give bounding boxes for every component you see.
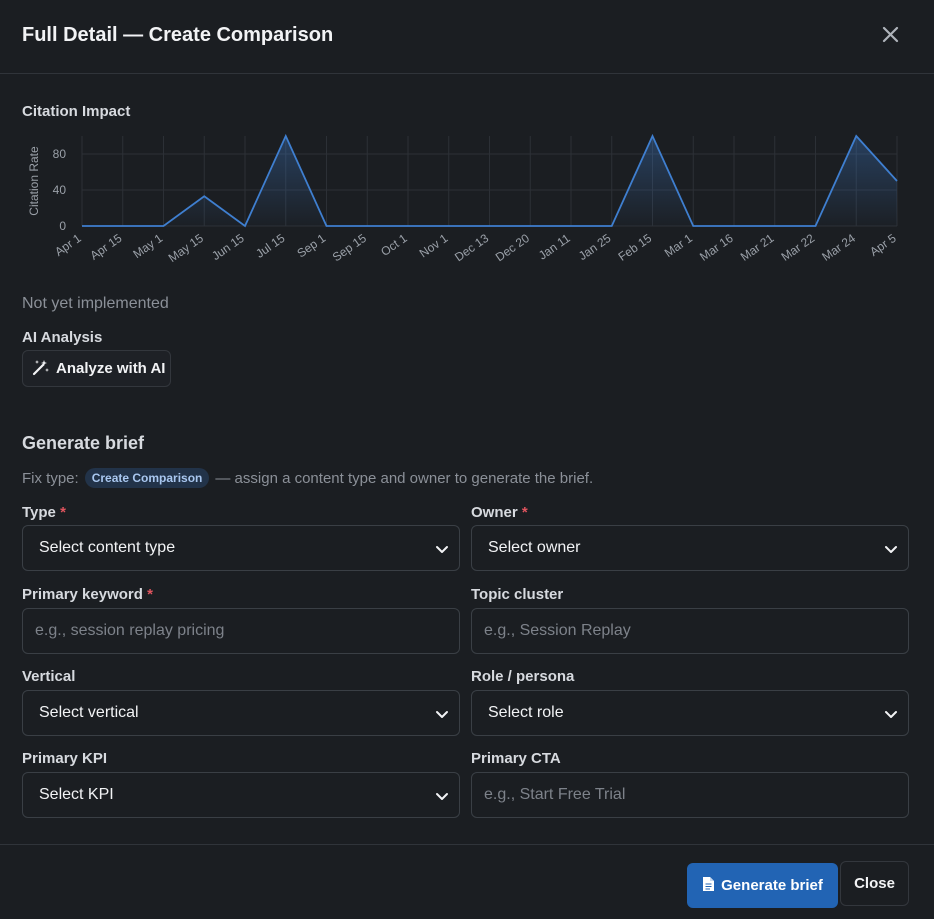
owner-select[interactable]: Select owner xyxy=(471,525,909,571)
y-tick-label: 0 xyxy=(59,219,66,233)
owner-label: Owner * xyxy=(471,504,528,521)
citation-chart: 0 40 80 Citation Rate Apr 1 Apr 15 May 1 May 15… xyxy=(22,124,912,284)
x-tick-label: Jan 11 xyxy=(536,231,573,263)
close-button[interactable]: Close xyxy=(840,861,909,906)
role-select-value: Select role xyxy=(488,704,564,721)
close-icon[interactable] xyxy=(878,22,904,48)
primary-kpi-select-value: Select KPI xyxy=(39,786,114,803)
chevron-down-icon xyxy=(436,711,448,718)
fix-type-prefix: Fix type: xyxy=(22,469,79,487)
vertical-label: Vertical xyxy=(22,668,76,685)
generate-brief-label: Generate brief xyxy=(721,877,823,894)
owner-select-value: Select owner xyxy=(488,539,581,556)
owner-label-text: Owner xyxy=(471,504,518,521)
x-tick-label: Sep 15 xyxy=(330,231,369,264)
dialog-title: Full Detail — Create Comparison xyxy=(22,24,334,46)
role-persona-label: Role / persona xyxy=(471,668,575,685)
x-tick-label: Oct 1 xyxy=(378,231,410,259)
y-axis-label: Citation Rate xyxy=(27,146,41,216)
type-label-text: Type xyxy=(22,504,56,521)
analyze-with-ai-label: Analyze with AI xyxy=(56,360,166,377)
primary-cta-label: Primary CTA xyxy=(471,750,561,767)
fix-type-line: Fix type: Create Comparison — assign a c… xyxy=(22,467,593,489)
x-tick-label: Dec 13 xyxy=(452,231,491,264)
required-marker: * xyxy=(521,504,528,521)
x-tick-label: Dec 20 xyxy=(493,231,532,264)
series-area xyxy=(82,136,897,226)
type-select-value: Select content type xyxy=(39,539,176,556)
x-tick-label: Mar 16 xyxy=(697,231,736,264)
x-tick-label: Mar 24 xyxy=(819,231,858,264)
topic-cluster-input[interactable]: e.g., Session Replay xyxy=(471,608,909,654)
primary-keyword-label: Primary keyword * xyxy=(22,586,153,603)
document-icon xyxy=(702,876,715,896)
generate-brief-heading: Generate brief xyxy=(22,433,145,453)
x-tick-label: Mar 21 xyxy=(738,231,777,264)
required-marker: * xyxy=(60,504,66,521)
chevron-down-icon xyxy=(885,546,897,553)
x-tick-label: May 1 xyxy=(130,231,165,261)
dialog-footer xyxy=(0,844,934,919)
x-tick-label: Nov 1 xyxy=(417,231,451,261)
x-tick-label: Jun 15 xyxy=(209,231,247,263)
fix-type-suffix: — assign a content type and owner to gen… xyxy=(215,469,594,487)
magic-wand-icon xyxy=(32,358,50,380)
type-label: Type * xyxy=(22,504,66,521)
x-tick-label: Apr 15 xyxy=(87,231,124,263)
x-tick-label: May 15 xyxy=(166,231,207,265)
not-implemented-text: Not yet implemented xyxy=(22,295,169,312)
required-marker: * xyxy=(147,586,153,603)
primary-kpi-select[interactable]: Select KPI xyxy=(22,772,460,818)
x-tick-label: Mar 22 xyxy=(779,231,818,264)
ai-analysis-label: AI Analysis xyxy=(22,329,103,346)
vertical-select[interactable]: Select vertical xyxy=(22,690,460,736)
x-tick-label: Mar 1 xyxy=(662,231,695,260)
fix-type-badge: Create Comparison xyxy=(84,468,210,488)
x-tick-label: Apr 5 xyxy=(867,231,899,259)
vertical-select-value: Select vertical xyxy=(39,704,139,721)
topic-cluster-placeholder: e.g., Session Replay xyxy=(484,622,631,639)
analyze-with-ai-button[interactable]: Analyze with AI xyxy=(22,350,171,387)
citation-chart-svg: 0 40 80 Citation Rate Apr 1 Apr 15 May 1 May 15… xyxy=(27,133,899,265)
x-tick-label: Sep 1 xyxy=(295,231,329,261)
y-tick-label: 40 xyxy=(53,183,67,197)
x-tick-label: Apr 1 xyxy=(52,231,84,259)
x-tick-label: Jul 15 xyxy=(253,231,288,261)
y-tick-label: 80 xyxy=(53,147,67,161)
primary-cta-placeholder: e.g., Start Free Trial xyxy=(484,786,626,803)
chevron-down-icon xyxy=(436,793,448,800)
chevron-down-icon xyxy=(436,546,448,553)
dialog-header: Full Detail — Create Comparison xyxy=(0,0,934,74)
primary-kpi-label: Primary KPI xyxy=(22,750,108,767)
role-select[interactable]: Select role xyxy=(471,690,909,736)
type-select[interactable]: Select content type xyxy=(22,525,460,571)
primary-keyword-placeholder: e.g., session replay pricing xyxy=(35,622,225,639)
citation-impact-label: Citation Impact xyxy=(22,103,131,120)
generate-brief-button[interactable]: Generate brief xyxy=(687,863,838,908)
series-line xyxy=(82,133,898,228)
topic-cluster-label: Topic cluster xyxy=(471,586,564,603)
close-button-label: Close xyxy=(854,875,895,892)
x-tick-label: Jan 25 xyxy=(576,231,614,263)
chevron-down-icon xyxy=(885,711,897,718)
primary-cta-input[interactable]: e.g., Start Free Trial xyxy=(471,772,909,818)
primary-keyword-input[interactable]: e.g., session replay pricing xyxy=(22,608,460,654)
x-tick-label: Feb 15 xyxy=(616,231,655,264)
primary-keyword-label-text: Primary keyword xyxy=(22,586,143,603)
